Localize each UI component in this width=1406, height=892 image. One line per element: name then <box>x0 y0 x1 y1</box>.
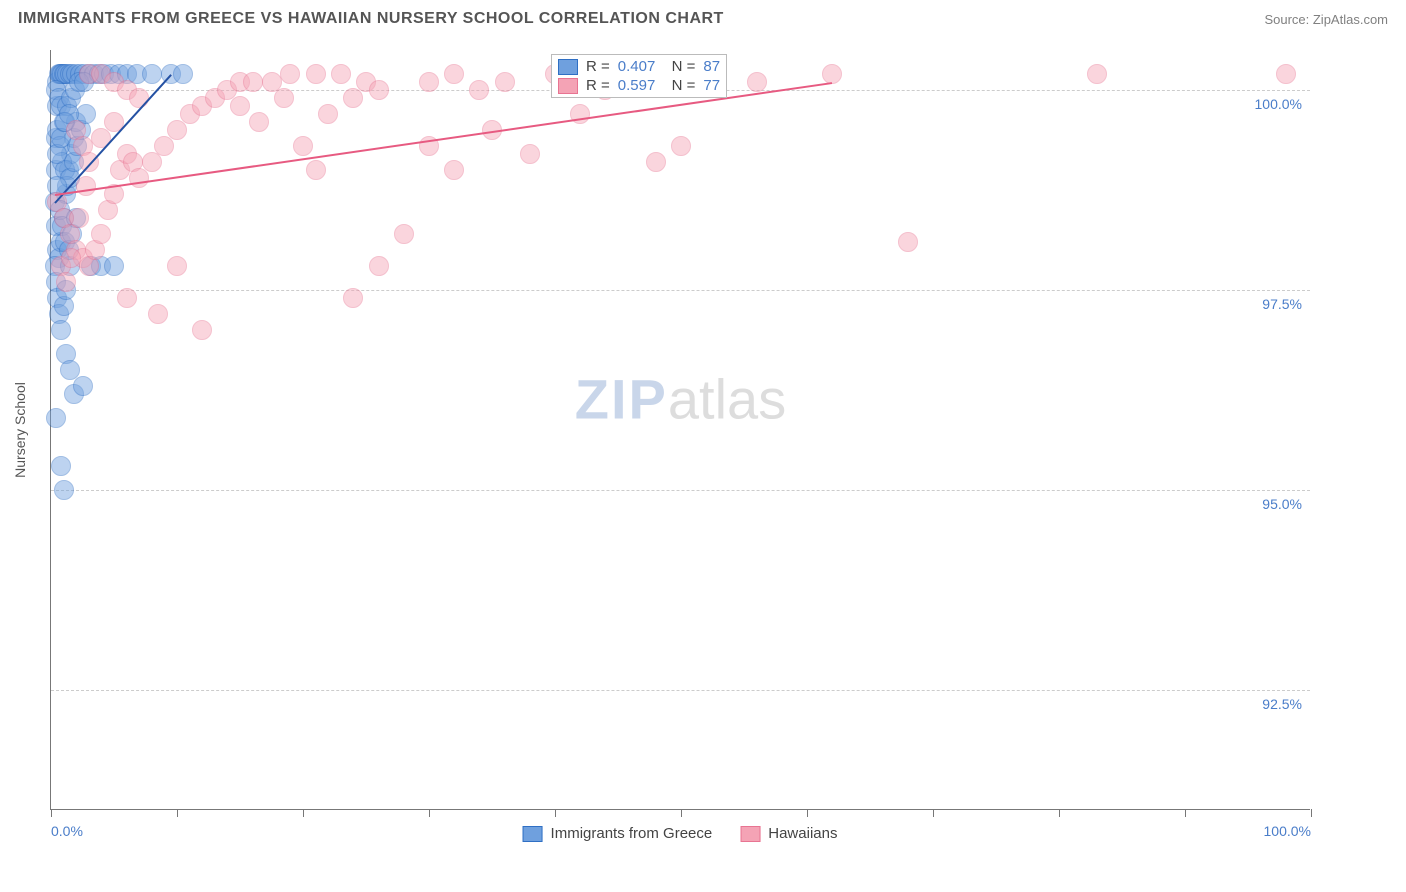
data-point <box>646 152 666 172</box>
stat-r-label: R = <box>586 58 610 75</box>
data-point <box>444 64 464 84</box>
x-tick-label: 100.0% <box>1264 823 1311 839</box>
data-point <box>173 64 193 84</box>
data-point <box>280 64 300 84</box>
x-tick <box>51 809 52 817</box>
data-point <box>129 88 149 108</box>
x-tick <box>933 809 934 817</box>
data-point <box>73 376 93 396</box>
y-tick-label: 97.5% <box>1262 296 1302 312</box>
stats-box: R = 0.407 N = 87 R = 0.597 N = 77 <box>551 54 727 98</box>
data-point <box>46 408 66 428</box>
data-point <box>1276 64 1296 84</box>
x-tick <box>1059 809 1060 817</box>
data-point <box>369 256 389 276</box>
data-point <box>331 64 351 84</box>
stat-r-label: R = <box>586 77 610 94</box>
data-point <box>671 136 691 156</box>
legend-item-2: Hawaiians <box>740 825 837 842</box>
data-point <box>76 176 96 196</box>
stat-r-value: 0.597 <box>618 77 656 94</box>
gridline <box>51 690 1310 691</box>
data-point <box>129 168 149 188</box>
plot-area: ZIPatlas 92.5%95.0%97.5%100.0%0.0%100.0%… <box>50 50 1310 810</box>
stat-n-value: 77 <box>703 77 720 94</box>
data-point <box>243 72 263 92</box>
data-point <box>274 88 294 108</box>
chart-area: ZIPatlas 92.5%95.0%97.5%100.0%0.0%100.0%… <box>50 50 1310 810</box>
x-tick-label: 0.0% <box>51 823 83 839</box>
data-point <box>167 256 187 276</box>
data-point <box>56 272 76 292</box>
x-tick <box>1185 809 1186 817</box>
x-tick <box>177 809 178 817</box>
x-tick <box>681 809 682 817</box>
data-point <box>293 136 313 156</box>
y-axis-label: Nursery School <box>12 382 28 478</box>
legend-item-1: Immigrants from Greece <box>523 825 713 842</box>
x-tick <box>555 809 556 817</box>
data-point <box>167 120 187 140</box>
y-tick-label: 100.0% <box>1255 96 1302 112</box>
data-point <box>148 304 168 324</box>
data-point <box>419 72 439 92</box>
gridline <box>51 490 1310 491</box>
data-point <box>61 248 81 268</box>
data-point <box>495 72 515 92</box>
data-point <box>104 256 124 276</box>
stats-row: R = 0.597 N = 77 <box>558 76 720 95</box>
x-tick <box>303 809 304 817</box>
data-point <box>318 104 338 124</box>
x-tick <box>1311 809 1312 817</box>
legend: Immigrants from Greece Hawaiians <box>523 825 838 842</box>
chart-header: IMMIGRANTS FROM GREECE VS HAWAIIAN NURSE… <box>0 0 1406 32</box>
stats-swatch <box>558 78 578 94</box>
y-tick-label: 92.5% <box>1262 696 1302 712</box>
data-point <box>192 320 212 340</box>
watermark: ZIPatlas <box>575 367 786 432</box>
stats-swatch <box>558 59 578 75</box>
data-point <box>142 64 162 84</box>
gridline <box>51 290 1310 291</box>
data-point <box>343 88 363 108</box>
stat-n-label: N = <box>663 77 695 94</box>
data-point <box>469 80 489 100</box>
data-point <box>51 320 71 340</box>
y-tick-label: 95.0% <box>1262 496 1302 512</box>
data-point <box>69 208 89 228</box>
data-point <box>343 288 363 308</box>
data-point <box>249 112 269 132</box>
chart-title: IMMIGRANTS FROM GREECE VS HAWAIIAN NURSE… <box>18 10 724 28</box>
data-point <box>394 224 414 244</box>
x-tick <box>807 809 808 817</box>
data-point <box>306 64 326 84</box>
data-point <box>51 456 71 476</box>
data-point <box>520 144 540 164</box>
legend-swatch-1 <box>523 826 543 842</box>
data-point <box>230 96 250 116</box>
legend-label-2: Hawaiians <box>768 825 837 842</box>
stat-r-value: 0.407 <box>618 58 656 75</box>
data-point <box>142 152 162 172</box>
stat-n-value: 87 <box>703 58 720 75</box>
stats-row: R = 0.407 N = 87 <box>558 57 720 76</box>
legend-label-1: Immigrants from Greece <box>551 825 713 842</box>
data-point <box>747 72 767 92</box>
legend-swatch-2 <box>740 826 760 842</box>
data-point <box>54 480 74 500</box>
stat-n-label: N = <box>663 58 695 75</box>
source-label: Source: ZipAtlas.com <box>1264 12 1388 27</box>
data-point <box>1087 64 1107 84</box>
data-point <box>306 160 326 180</box>
data-point <box>369 80 389 100</box>
data-point <box>444 160 464 180</box>
data-point <box>898 232 918 252</box>
data-point <box>117 288 137 308</box>
data-point <box>91 224 111 244</box>
data-point <box>154 136 174 156</box>
x-tick <box>429 809 430 817</box>
